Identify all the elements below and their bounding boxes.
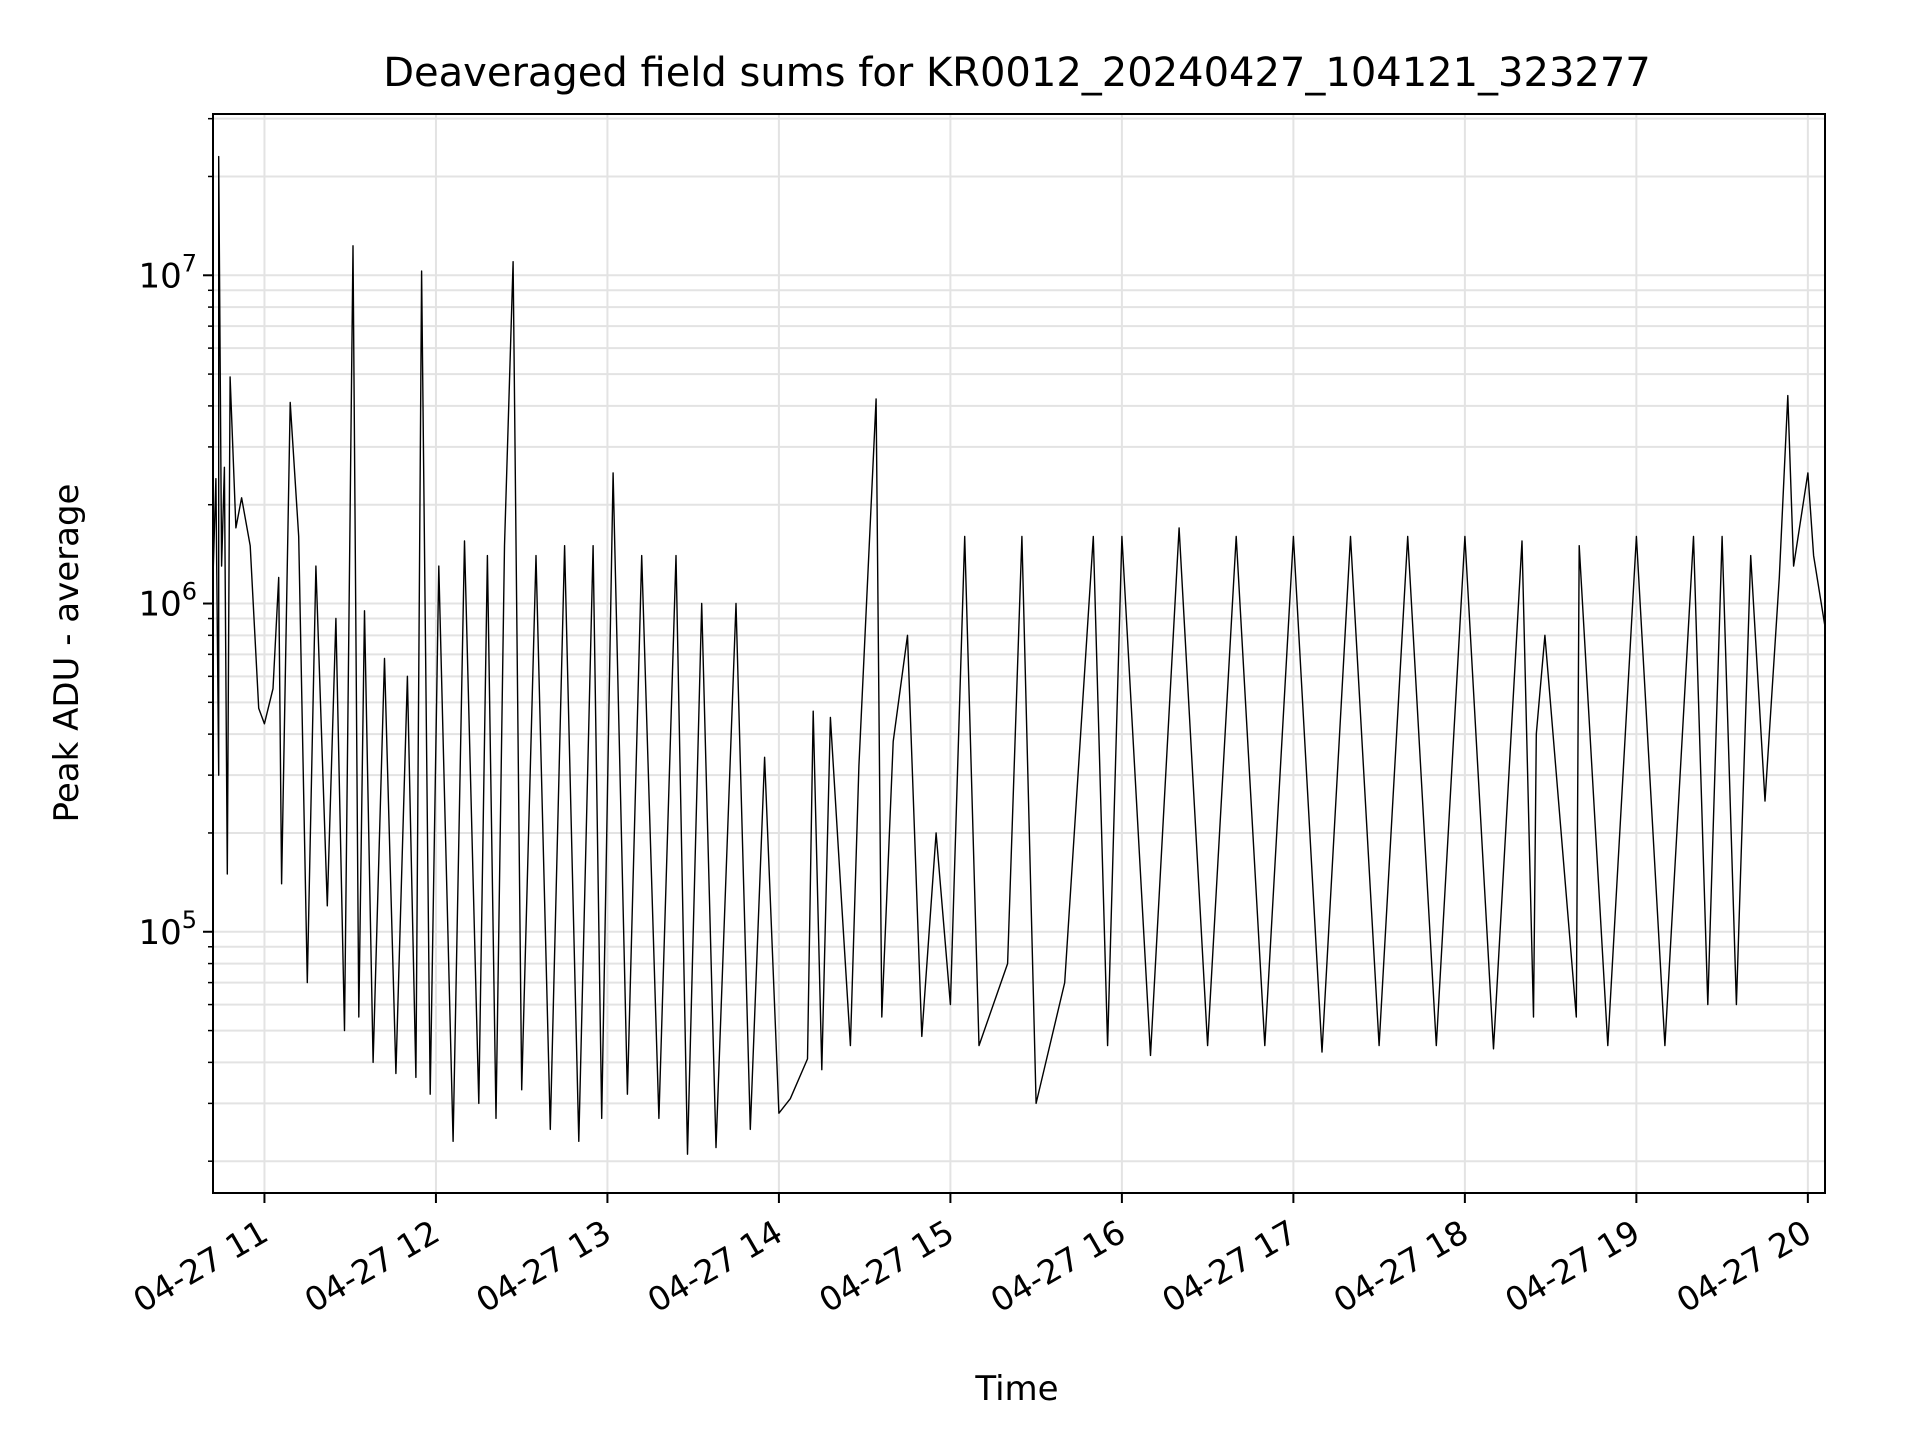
y-tick-exponent: 7 (182, 249, 197, 277)
plot-frame (212, 113, 1826, 1194)
y-tick-exponent: 6 (182, 578, 197, 606)
chart-title: Deaveraged field sums for KR0012_2024042… (383, 50, 1651, 96)
y-axis-label: Peak ADU - average (47, 484, 87, 823)
grid-layer (213, 114, 1825, 1193)
x-tick-label: 04-27 16 (984, 1212, 1132, 1320)
x-tick-label: 04-27 12 (298, 1212, 446, 1320)
x-tick-label: 04-27 14 (641, 1212, 789, 1320)
x-tick-label: 04-27 11 (126, 1212, 274, 1320)
series-line (212, 155, 1826, 1155)
y-tick-label: 106 (138, 578, 197, 625)
series-layer (212, 155, 1826, 1155)
axis-layer: 04-27 11 04-27 12 04-27 13 04-27 14 04-27 15… (126, 117, 1818, 1320)
y-tick-label: 105 (138, 906, 197, 953)
x-tick-label: 04-27 15 (812, 1212, 960, 1320)
x-tick-label: 04-27 19 (1498, 1212, 1646, 1320)
y-tick-base: 10 (138, 913, 181, 953)
x-tick-label: 04-27 13 (469, 1212, 617, 1320)
x-tick-label: 04-27 17 (1155, 1212, 1303, 1320)
y-tick-exponent: 5 (182, 906, 197, 934)
y-tick-label: 107 (138, 249, 197, 296)
x-axis-label: Time (974, 1369, 1058, 1409)
y-tick-base: 10 (138, 585, 181, 625)
x-tick-label: 04-27 18 (1327, 1212, 1475, 1320)
x-tick-label: 04-27 20 (1670, 1212, 1818, 1320)
y-tick-base: 10 (138, 256, 181, 296)
